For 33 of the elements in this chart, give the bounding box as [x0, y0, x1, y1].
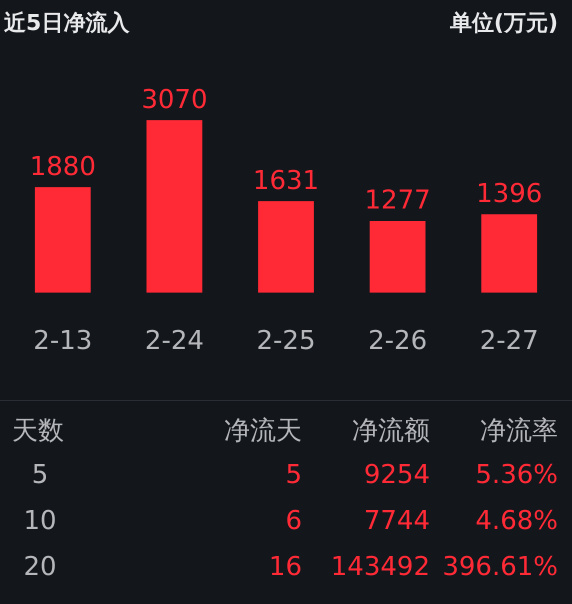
x-tick-label: 2-27	[480, 326, 539, 356]
text: 净流天	[224, 415, 302, 447]
x-tick-label: 2-13	[33, 326, 92, 356]
x-tick-label: 2-24	[144, 326, 204, 356]
chart-subtitle: 单位(万元)	[450, 10, 558, 38]
text: 5.36%	[475, 459, 558, 491]
x-tick-label: 2-26	[368, 326, 428, 356]
text: 7744	[364, 505, 430, 537]
text: 6	[285, 505, 302, 537]
bar	[370, 220, 426, 293]
text: 5	[32, 459, 48, 491]
data-label: 1631	[252, 166, 320, 196]
bar	[258, 201, 314, 293]
text: 净流率	[480, 415, 558, 447]
data-label: 1277	[364, 186, 431, 216]
text: 9254	[364, 459, 430, 491]
text: 净流额	[352, 415, 430, 447]
text: 16	[268, 551, 302, 583]
data-label: 3070	[141, 84, 208, 115]
bar	[481, 214, 538, 293]
data-label: 1880	[30, 152, 96, 182]
bar	[34, 187, 91, 293]
chart-title: 近5日净流入	[4, 10, 130, 38]
data-label: 1396	[476, 179, 542, 210]
text: 天数	[12, 415, 64, 447]
text: 10	[23, 505, 57, 537]
bar	[146, 120, 202, 293]
text: 20	[23, 551, 57, 583]
text: 396.61%	[442, 551, 558, 583]
text: 4.68%	[475, 505, 558, 537]
x-tick-label: 2-25	[256, 326, 316, 356]
text: 5	[285, 459, 302, 491]
text: 143492	[330, 551, 430, 583]
